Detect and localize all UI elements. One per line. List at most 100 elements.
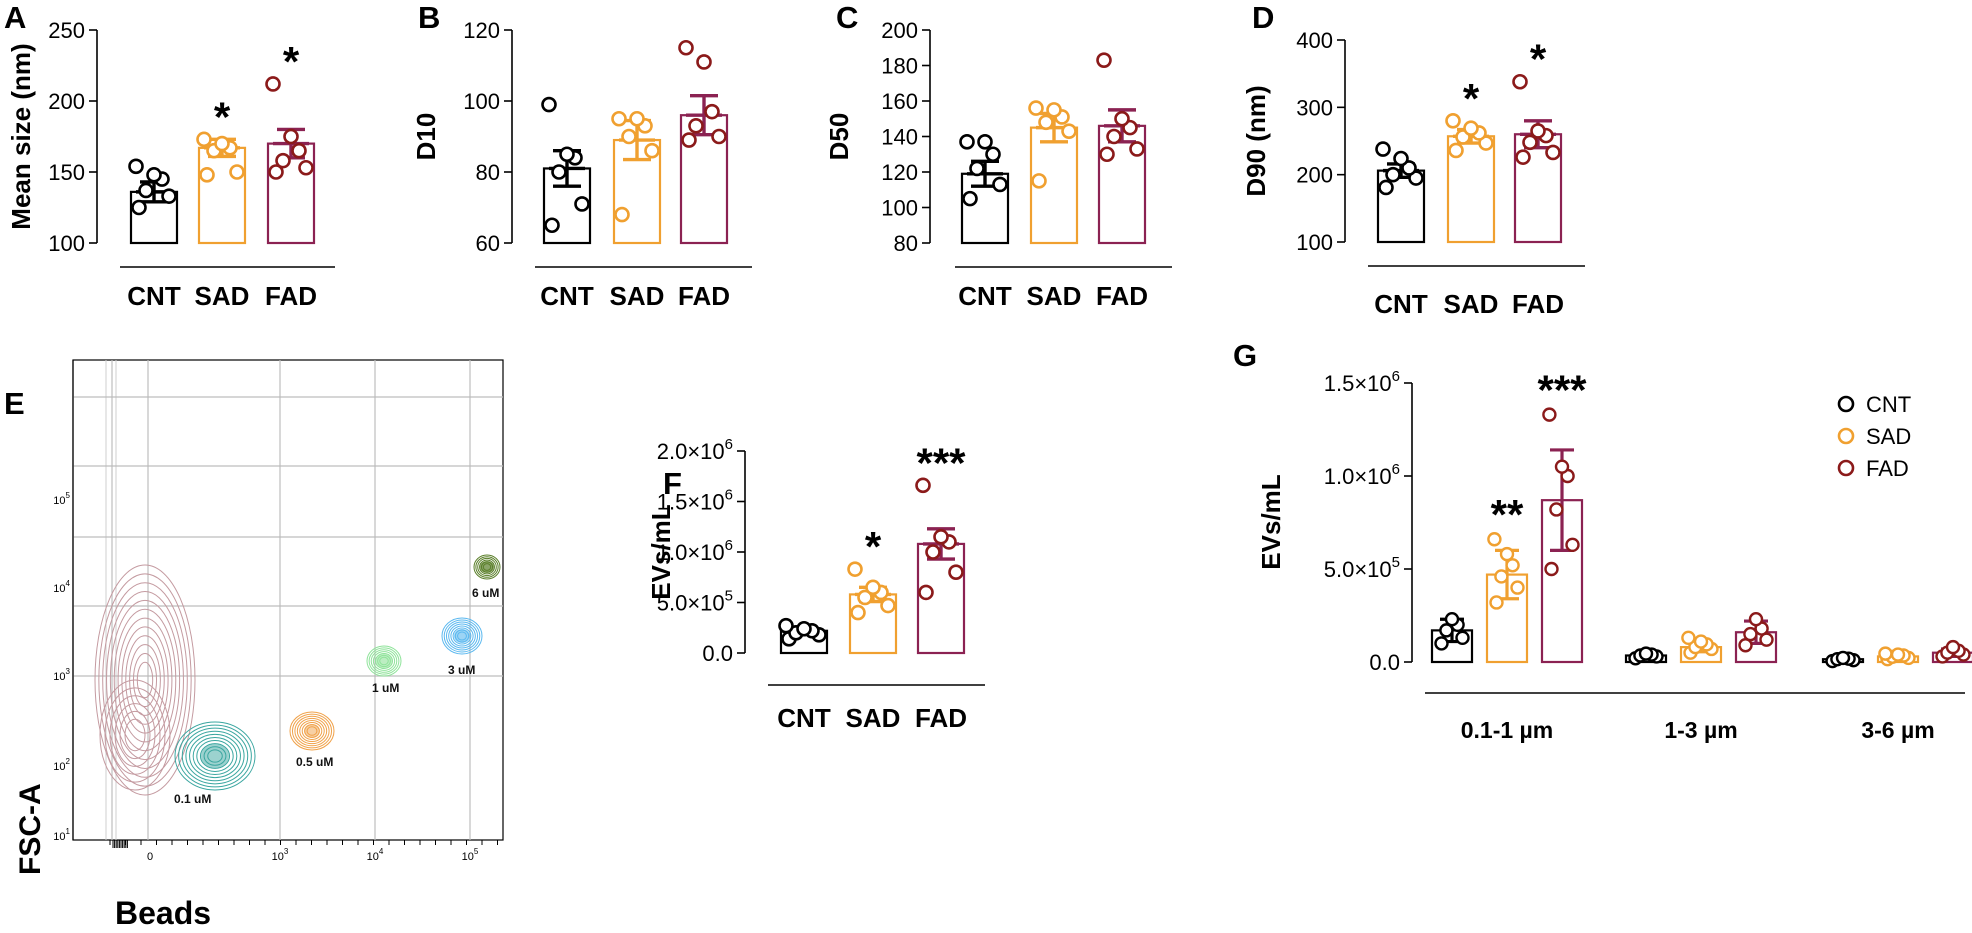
data-point-cnt <box>138 182 154 199</box>
significance-marker: * <box>283 38 300 85</box>
y-tick-label: 101 <box>53 827 70 843</box>
y-tick-label: 1.0×106 <box>1324 461 1400 489</box>
panel-label: A <box>4 0 26 35</box>
contour-ring <box>289 711 335 751</box>
category-label: CNT <box>958 281 1012 311</box>
y-tick-label: 100 <box>48 231 85 256</box>
contour-ring <box>299 719 325 743</box>
contour-ring <box>113 608 177 752</box>
bead-1um-contour <box>366 645 402 677</box>
data-point-cnt <box>161 188 177 204</box>
contour-ring <box>294 715 330 747</box>
y-tick-label: 300 <box>1296 95 1333 120</box>
y-axis-label-e: FSC-A <box>14 783 47 875</box>
legend-marker-sad <box>1837 427 1855 445</box>
significance-marker: ** <box>1491 491 1524 538</box>
contour-ring <box>448 623 476 649</box>
y-tick-label: 100 <box>1296 230 1333 255</box>
data-point-fad <box>283 128 299 145</box>
data-point-cnt <box>1378 179 1394 196</box>
significance-marker: *** <box>916 439 966 486</box>
data-point-cnt <box>959 134 975 150</box>
axes-e: 101 102 103 104 105 0 103 104 105 <box>53 360 498 863</box>
data-point-fad <box>925 544 941 560</box>
panel-c-d50: C D50 80 100 120 140 160 180 200 CNT SAD FAD <box>824 0 1172 311</box>
data-point-fad <box>1743 626 1758 642</box>
data-point-fad <box>681 132 697 148</box>
data-point-fad <box>1515 149 1531 165</box>
data-point-fad <box>275 152 291 169</box>
data-point-cnt <box>1835 650 1851 666</box>
y-axis-label: Mean size (nm) <box>6 43 36 229</box>
data-point-cnt <box>796 620 812 637</box>
data-point-sad <box>1445 113 1461 129</box>
contour-ring <box>174 721 256 791</box>
data-point-sad <box>199 167 215 183</box>
y-axis-label: D90 (nm) <box>1241 85 1271 196</box>
category-label: FAD <box>915 703 967 733</box>
significance-marker: * <box>1530 36 1547 83</box>
data-point-sad <box>1463 120 1479 137</box>
category-label: CNT <box>127 281 181 311</box>
grid-lines-e <box>73 360 503 840</box>
y-tick-label: 200 <box>1296 163 1333 188</box>
x-axis-label-e: Beads <box>115 895 211 931</box>
data-point-cnt <box>574 196 590 212</box>
data-point-sad <box>1693 634 1709 649</box>
bead-core <box>201 744 229 768</box>
data-point-cnt <box>1444 612 1460 627</box>
data-point-sad <box>229 164 245 180</box>
bead-size-label: 0.5 uM <box>296 755 333 769</box>
contour-ring <box>450 625 474 647</box>
data-point-fad <box>918 584 934 601</box>
contour-ring <box>192 736 238 776</box>
data-point-cnt <box>146 167 162 183</box>
category-label: FAD <box>1512 289 1564 319</box>
bead-0-1um-contour <box>174 721 256 791</box>
y-tick-label: 60 <box>476 231 500 256</box>
y-axis-label: EVs/mL <box>646 504 676 599</box>
contour-ring <box>473 554 501 580</box>
contour-ring <box>368 647 400 675</box>
bead-size-label: 1 uM <box>372 681 399 695</box>
contour-ring <box>125 635 165 725</box>
data-point-fad <box>1129 141 1145 157</box>
data-point-sad <box>629 110 645 127</box>
contour-ring <box>296 717 328 745</box>
contour-ring <box>475 556 499 578</box>
data-point-sad <box>1038 114 1054 131</box>
category-label: SAD <box>1444 289 1499 319</box>
data-point-fad <box>1096 52 1112 68</box>
contour-ring <box>291 713 333 749</box>
data-point-cnt <box>1408 170 1424 186</box>
data-point-sad <box>214 135 230 152</box>
data-point-sad <box>1448 142 1464 159</box>
data-point-fad <box>1106 128 1122 145</box>
y-tick-label: 160 <box>881 89 918 114</box>
category-label: 3-6 µm <box>1861 717 1934 743</box>
data-point-fad <box>1945 639 1961 655</box>
data-point-sad <box>611 110 627 127</box>
data-point-sad <box>1681 630 1696 646</box>
data-point-sad <box>880 597 896 614</box>
contour-ring <box>441 617 483 655</box>
y-tick-label: 80 <box>476 160 500 185</box>
significance-marker: * <box>865 523 882 570</box>
data-point-sad <box>857 589 873 606</box>
x-tick-label: 103 <box>272 847 289 863</box>
data-point-sad <box>1478 135 1494 151</box>
category-label: SAD <box>846 703 901 733</box>
significance-marker: * <box>214 93 231 140</box>
category-label: 0.1-1 µm <box>1461 717 1554 743</box>
panel-a-mean-size: A Mean size (nm) 100 150 200 250 CNT SAD * FAD * <box>4 0 335 311</box>
bar-sad <box>197 146 247 245</box>
data-point-fad <box>298 159 314 176</box>
category-label: FAD <box>678 281 730 311</box>
data-point-cnt <box>1385 166 1401 183</box>
x-tick-label: 104 <box>367 847 384 863</box>
contour-ring <box>99 679 171 791</box>
y-tick-label: 250 <box>48 18 85 43</box>
contour-ring <box>443 619 481 653</box>
contour-ring <box>106 591 184 769</box>
